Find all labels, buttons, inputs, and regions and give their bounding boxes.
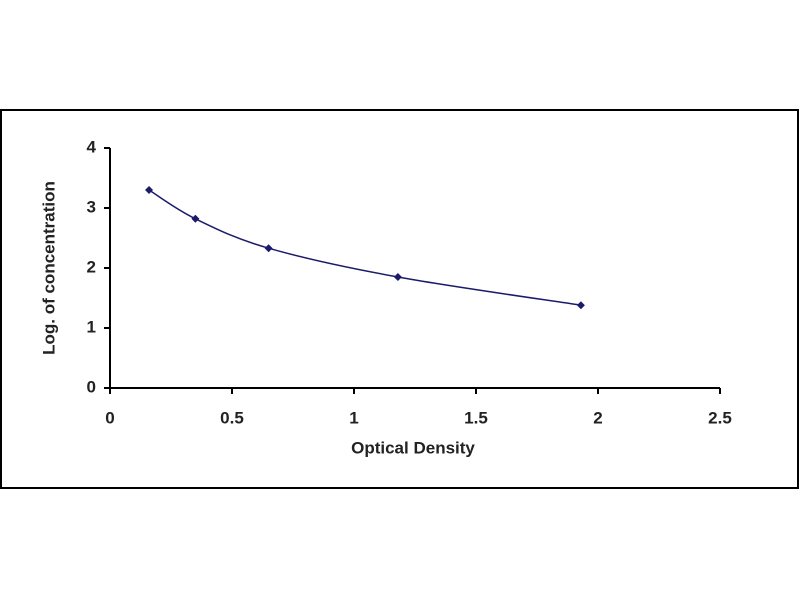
y-axis-title: Log. of concentration xyxy=(39,181,58,355)
data-point xyxy=(191,214,200,223)
x-tick-label: 0.5 xyxy=(220,408,244,427)
y-tick-label: 3 xyxy=(87,197,96,216)
x-tick-label: 0 xyxy=(105,408,114,427)
data-point xyxy=(393,273,402,281)
data-point xyxy=(145,186,154,194)
trend-line xyxy=(148,189,582,306)
x-axis-title: Optical Density xyxy=(351,438,475,457)
x-tick-label: 2.5 xyxy=(708,408,732,427)
data-point xyxy=(264,244,273,253)
y-tick-label: 1 xyxy=(87,317,96,336)
y-tick-label: 2 xyxy=(87,257,96,276)
y-tick-label: 4 xyxy=(87,137,97,156)
chart-frame xyxy=(0,109,799,489)
x-tick-label: 1.5 xyxy=(464,408,488,427)
x-tick-label: 2 xyxy=(593,408,602,427)
x-tick-label: 1 xyxy=(349,408,358,427)
data-point xyxy=(576,301,585,310)
y-tick-label: 0 xyxy=(87,377,96,396)
